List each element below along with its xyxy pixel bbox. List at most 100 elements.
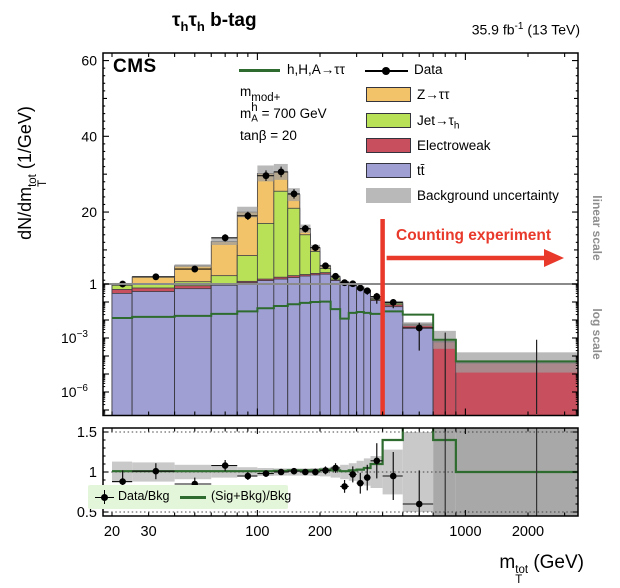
- ratio-point: [357, 479, 364, 487]
- hist-bar-tt: [310, 274, 321, 416]
- data-point: [277, 168, 285, 176]
- channel-title: τhτh b-tag: [172, 10, 257, 34]
- hist-bar-tt: [299, 275, 311, 416]
- signal-legend-line: [239, 69, 280, 73]
- uncertainty-band: [402, 322, 434, 327]
- y-tick-label: 20: [81, 204, 97, 220]
- ratio-legend-data-marker-dot: [101, 493, 108, 501]
- x-tick-label: 20: [104, 524, 120, 540]
- data-legend-marker-dot: [382, 66, 390, 75]
- ratio-point: [415, 500, 423, 508]
- ratio-plot-area: [103, 428, 578, 516]
- data-point: [262, 172, 270, 180]
- legend-ttbar-label: tt̄: [417, 163, 425, 178]
- data-point: [191, 265, 199, 273]
- x-tick-label: 1000: [449, 524, 481, 540]
- hist-bar-tt: [348, 285, 358, 416]
- log-scale-label: log scale: [590, 308, 604, 360]
- data-point: [221, 234, 229, 242]
- legend-swatch-ztautau: [366, 87, 411, 102]
- ratio-y-tick-label: 1: [89, 465, 97, 481]
- y-tick-label: 40: [81, 128, 97, 144]
- ratio-point: [119, 478, 126, 485]
- main-plot-area: [111, 163, 578, 416]
- data-point: [244, 212, 252, 220]
- signal-line: [112, 300, 578, 363]
- legend-swatch-ttbar: [366, 163, 411, 178]
- x-tick-label: 200: [308, 524, 332, 540]
- data-point: [332, 272, 339, 280]
- data-point: [356, 284, 364, 292]
- hist-bar-tt: [363, 292, 371, 416]
- hist-bar-tt: [330, 280, 341, 416]
- hist-bar-tt: [339, 283, 350, 416]
- cms-label: CMS: [113, 56, 157, 77]
- ratio-point: [389, 472, 397, 480]
- ratio-point: [262, 470, 270, 477]
- x-tick-label: 100: [245, 524, 269, 540]
- hist-bar-tt: [287, 277, 301, 416]
- hist-bar-ewk: [432, 341, 457, 416]
- x-axis-title: m tot T (GeV): [499, 552, 584, 586]
- ratio-point: [332, 464, 339, 472]
- ratio-point: [221, 462, 229, 469]
- param-ma: mA = 700 GeV: [240, 106, 327, 125]
- x-tick-label: 2000: [512, 524, 544, 540]
- data-point: [311, 244, 319, 252]
- uncertainty-band: [174, 264, 212, 268]
- linear-scale-label: linear scale: [590, 195, 604, 261]
- ratio-point: [322, 467, 329, 474]
- ratio-legend-sig-marker: [180, 495, 206, 499]
- ratio-point: [312, 468, 319, 476]
- y-tick-label: 60: [81, 53, 97, 69]
- x-tick-label: 30: [141, 524, 157, 540]
- ratio-y-tick-label: 1.5: [77, 425, 97, 441]
- legend-swatch-electroweak: [366, 138, 411, 153]
- ratio-signal-line: [112, 428, 578, 474]
- data-point: [373, 293, 381, 300]
- y-tick-label: 10−6: [61, 383, 88, 400]
- data-point: [389, 299, 397, 306]
- data-point: [290, 190, 298, 198]
- data-point: [322, 262, 329, 270]
- ratio-point: [302, 468, 309, 476]
- data-point: [415, 324, 423, 332]
- y-tick-label: 1: [89, 276, 97, 292]
- hist-bar-tt: [273, 278, 289, 416]
- param-mh: m mod+ h: [240, 84, 281, 114]
- ratio-point: [277, 468, 285, 476]
- ratio-point: [152, 467, 160, 475]
- legend-signal-label: h,H,A→ττ: [287, 62, 345, 77]
- hist-bar-tt: [356, 289, 365, 416]
- hist-bar-tt: [210, 284, 238, 416]
- ratio-uncertainty-band: [356, 460, 364, 484]
- uncertainty-band: [455, 352, 578, 373]
- ratio-point: [363, 474, 371, 481]
- legend-swatch-jet: [366, 113, 411, 128]
- counting-experiment-label: Counting experiment: [396, 227, 552, 244]
- ratio-point: [373, 457, 381, 465]
- hist-bar-tt: [402, 327, 434, 416]
- data-point: [152, 273, 160, 281]
- hist-bar-tt: [236, 282, 258, 416]
- y-axis-title: dN/dm tot T (1/GeV): [15, 106, 49, 240]
- hist-bar-tt: [111, 293, 133, 416]
- uncertainty-band: [211, 238, 238, 245]
- legend-jet-label: Jet→τh: [417, 113, 460, 132]
- ratio-point: [349, 471, 357, 478]
- param-tanb: tanβ = 20: [240, 128, 297, 143]
- legend-swatch-uncertainty: [366, 188, 411, 203]
- ratio-legend-data-label: Data/Bkg: [118, 489, 170, 503]
- ratio-point: [244, 472, 252, 480]
- hist-bar-tt: [256, 280, 275, 416]
- ratio-point: [341, 483, 348, 490]
- ratio-legend-sig-label: (Sig+Bkg)/Bkg: [211, 489, 292, 503]
- legend-electroweak-label: Electroweak: [417, 138, 491, 153]
- legend-uncertainty-label: Background uncertainty: [417, 188, 559, 203]
- data-point: [341, 279, 348, 287]
- counting-arrow-head: [544, 249, 564, 267]
- luminosity-label: 35.9 fb-1 (13 TeV): [471, 21, 580, 38]
- hist-bar-tt: [319, 273, 332, 416]
